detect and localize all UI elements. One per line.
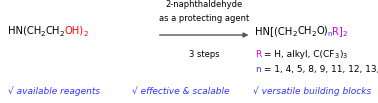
Text: 2: 2 — [293, 31, 297, 37]
Text: 2-naphthaldehyde: 2-naphthaldehyde — [166, 0, 243, 9]
Text: n: n — [328, 31, 332, 37]
Text: OH): OH) — [64, 26, 84, 36]
Text: 3: 3 — [342, 53, 347, 59]
Text: = 1, 4, 5, 8, 9, 11, 12, 13, 16: = 1, 4, 5, 8, 9, 11, 12, 13, 16 — [261, 65, 378, 74]
Text: CH: CH — [297, 26, 311, 36]
Text: 2: 2 — [84, 31, 88, 37]
Text: 2: 2 — [41, 31, 45, 37]
Text: √ effective & scalable: √ effective & scalable — [132, 87, 230, 96]
Text: √ available reagents: √ available reagents — [8, 86, 100, 96]
Text: 2: 2 — [60, 31, 64, 37]
Text: HN[(CH: HN[(CH — [255, 26, 293, 36]
Text: R]: R] — [332, 26, 343, 36]
Text: as a protecting agent: as a protecting agent — [159, 14, 249, 23]
Text: ): ) — [339, 50, 342, 59]
Text: n: n — [255, 65, 261, 74]
Text: 3 steps: 3 steps — [189, 50, 220, 59]
Text: 2: 2 — [311, 31, 316, 37]
Text: R: R — [255, 50, 262, 59]
Text: 2: 2 — [343, 31, 347, 37]
Text: HN(CH: HN(CH — [8, 26, 41, 36]
Text: O): O) — [316, 26, 328, 36]
Text: = H, alkyl, C(CF: = H, alkyl, C(CF — [262, 50, 335, 59]
Text: √ versatile building blocks: √ versatile building blocks — [253, 86, 372, 96]
Text: CH: CH — [45, 26, 60, 36]
Text: 3: 3 — [335, 53, 339, 59]
